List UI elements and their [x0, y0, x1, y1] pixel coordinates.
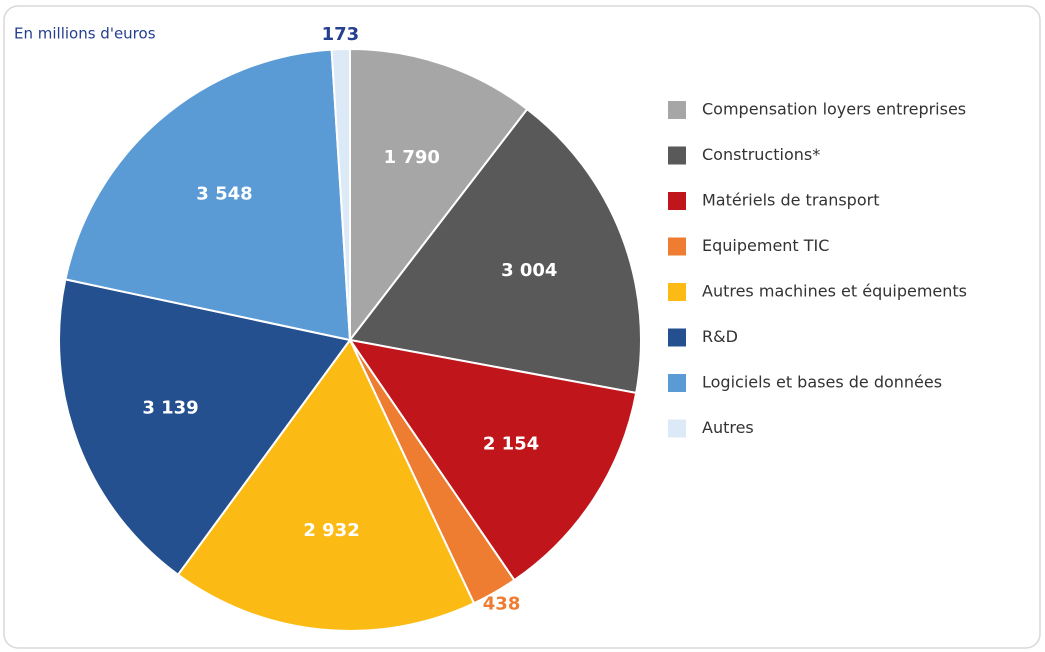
legend-label: Equipement TIC: [702, 236, 829, 255]
legend-swatch: [668, 328, 686, 347]
legend-swatch: [668, 192, 686, 210]
data-label: 2 154: [483, 434, 539, 455]
legend-label: Matériels de transport: [702, 191, 879, 210]
legend-swatch: [668, 146, 686, 165]
data-label: 3 548: [196, 184, 252, 205]
data-label: 173: [322, 24, 360, 45]
legend-label: R&D: [702, 327, 738, 346]
legend-swatch: [668, 419, 686, 438]
legend-swatch: [668, 374, 686, 392]
legend-swatch: [668, 237, 686, 256]
pie-slice: [58, 278, 352, 577]
subtitle: En millions d'euros: [14, 25, 156, 43]
data-label: 1 790: [384, 147, 440, 168]
legend-label: Logiciels et bases de données: [702, 373, 942, 392]
legend-swatch: [668, 101, 686, 119]
pie-slice: [349, 47, 529, 343]
legend-label: Autres: [702, 418, 754, 437]
pie-slice: [330, 47, 351, 341]
pie-slice: [347, 338, 638, 582]
data-label: 2 932: [303, 520, 359, 541]
legend-label: Compensation loyers entreprises: [702, 100, 966, 119]
pie-slice: [176, 338, 476, 632]
legend-label: Autres machines et équipements: [702, 282, 967, 301]
pie-slice: [64, 48, 352, 342]
legend-swatch: [668, 283, 686, 301]
legend-label: Constructions*: [702, 145, 820, 164]
pie-slice: [348, 107, 642, 395]
data-label: 3 139: [142, 397, 198, 418]
data-label: 3 004: [501, 260, 557, 281]
data-label: 438: [483, 594, 521, 615]
